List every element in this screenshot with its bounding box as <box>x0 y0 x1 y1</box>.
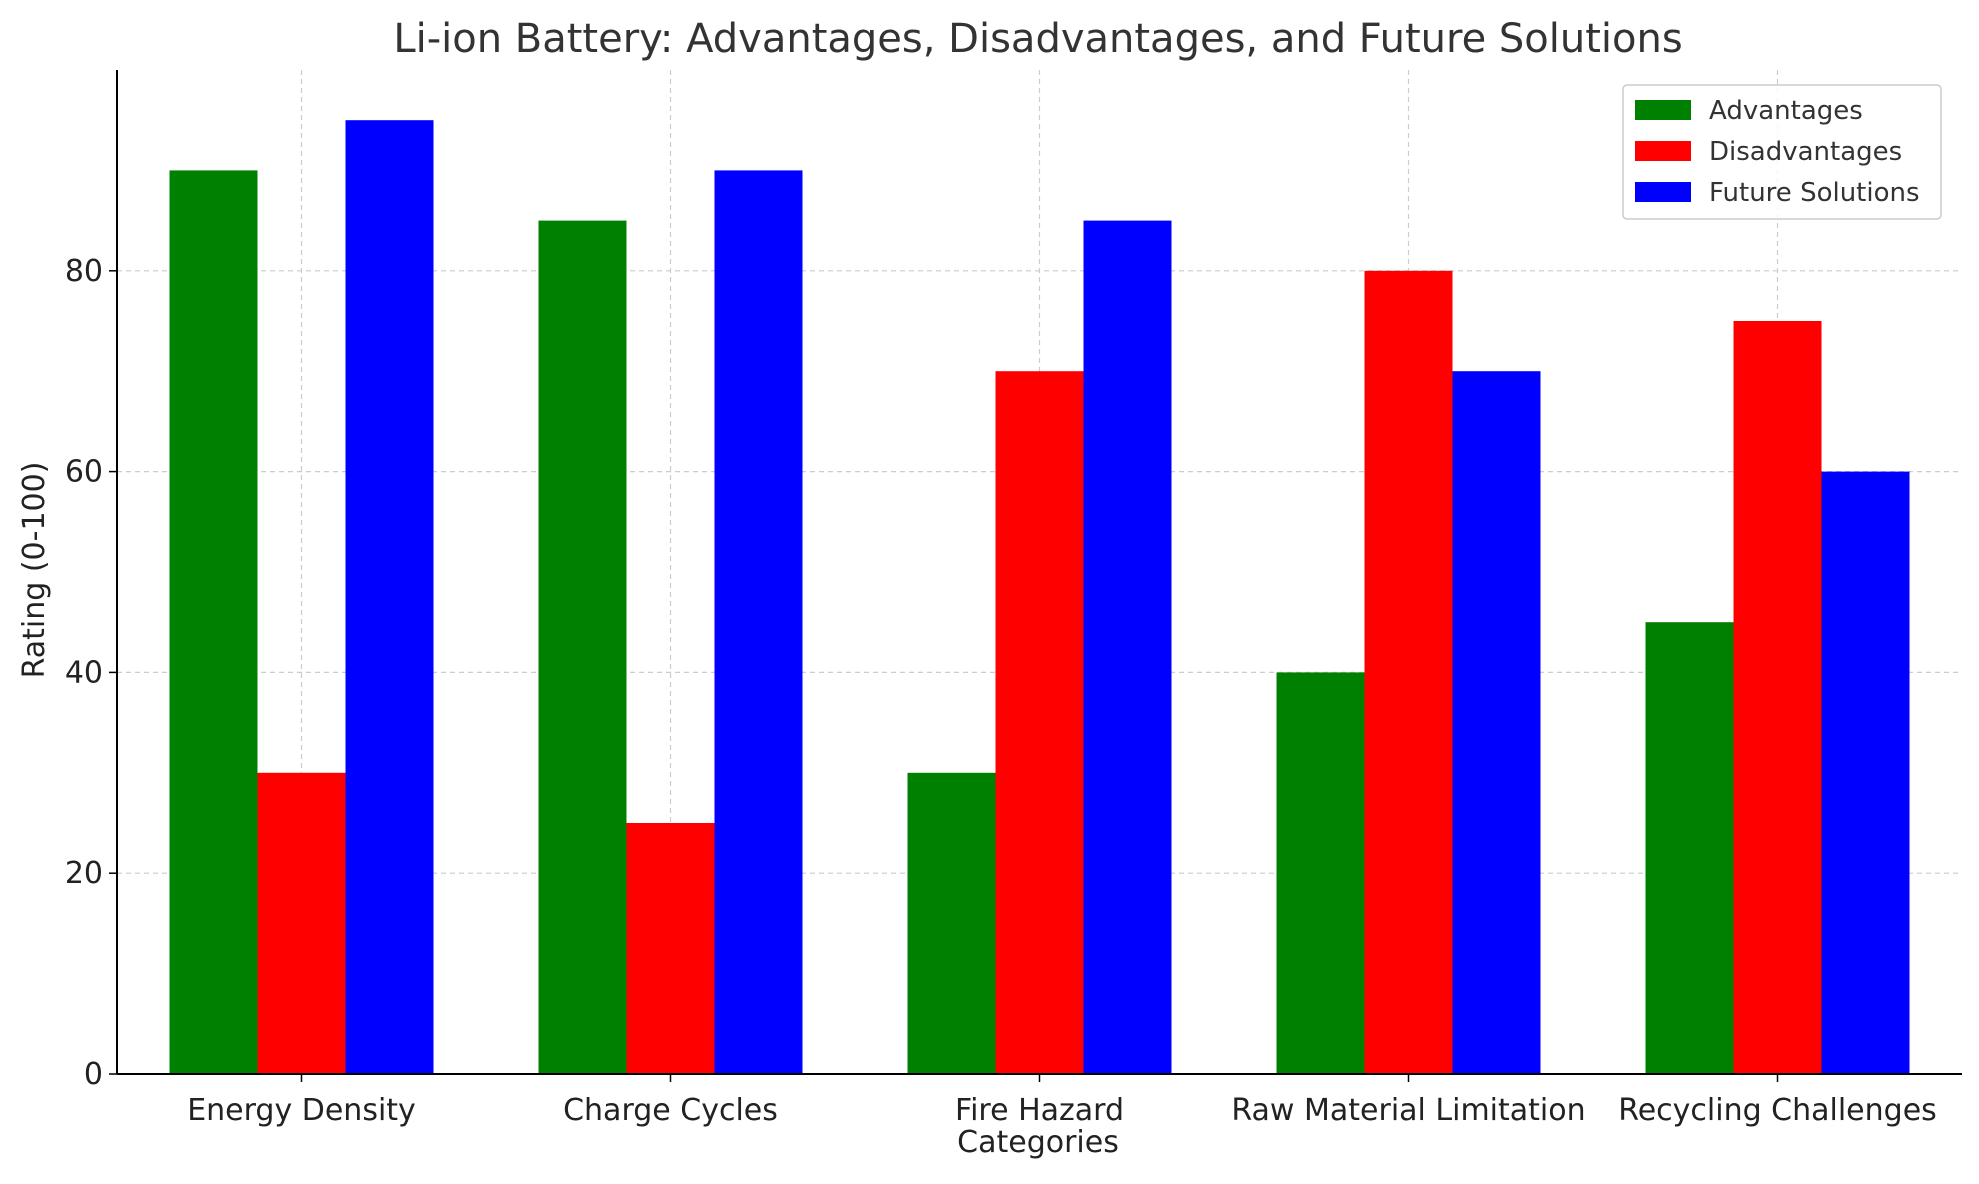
bar-future-solutions <box>345 120 434 1074</box>
bar-disadvantages <box>257 772 346 1074</box>
y-tick-label: 80 <box>65 254 103 289</box>
bar-advantages <box>169 170 258 1074</box>
bars <box>169 120 1910 1075</box>
legend-box <box>1622 84 1942 220</box>
bar-future-solutions <box>1821 471 1910 1075</box>
axes: 0 20 40 60 80 Energy Density Charge Cycles Fire… <box>65 70 1962 1128</box>
bar-advantages <box>538 220 627 1075</box>
y-tick-label: 60 <box>65 455 103 490</box>
bar-future-solutions <box>714 170 803 1074</box>
x-tick-label: Charge Cycles <box>563 1093 778 1128</box>
legend-label: Advantages <box>1709 96 1863 126</box>
chart-title: Li-ion Battery: Advantages, Disadvantage… <box>393 16 1682 62</box>
x-axis-label: Categories <box>957 1125 1119 1160</box>
bar-advantages <box>1276 672 1365 1074</box>
y-tick-label: 0 <box>84 1057 103 1092</box>
x-tick-label: Raw Material Limitation <box>1231 1093 1585 1128</box>
bar-disadvantages <box>1364 270 1453 1074</box>
bar-disadvantages <box>1733 321 1822 1074</box>
x-tick-label: Recycling Challenges <box>1618 1093 1937 1128</box>
y-tick-label: 40 <box>65 655 103 690</box>
bar-advantages <box>907 772 996 1074</box>
legend-swatch <box>1635 100 1691 120</box>
legend-swatch <box>1635 182 1691 202</box>
legend: Advantages Disadvantages Future Solutions <box>1622 84 1942 220</box>
legend-label: Disadvantages <box>1709 137 1902 167</box>
legend-label: Future Solutions <box>1709 178 1920 208</box>
legend-swatch <box>1635 141 1691 161</box>
y-axis-label: Rating (0-100) <box>17 462 52 679</box>
bar-disadvantages <box>995 371 1084 1074</box>
bar-disadvantages <box>626 823 715 1074</box>
bar-future-solutions <box>1452 371 1541 1074</box>
bar-advantages <box>1645 622 1734 1074</box>
x-tick-label: Fire Hazard <box>955 1093 1124 1128</box>
y-tick-label: 20 <box>65 856 103 891</box>
bar-future-solutions <box>1083 220 1172 1075</box>
x-tick-label: Energy Density <box>187 1093 416 1128</box>
